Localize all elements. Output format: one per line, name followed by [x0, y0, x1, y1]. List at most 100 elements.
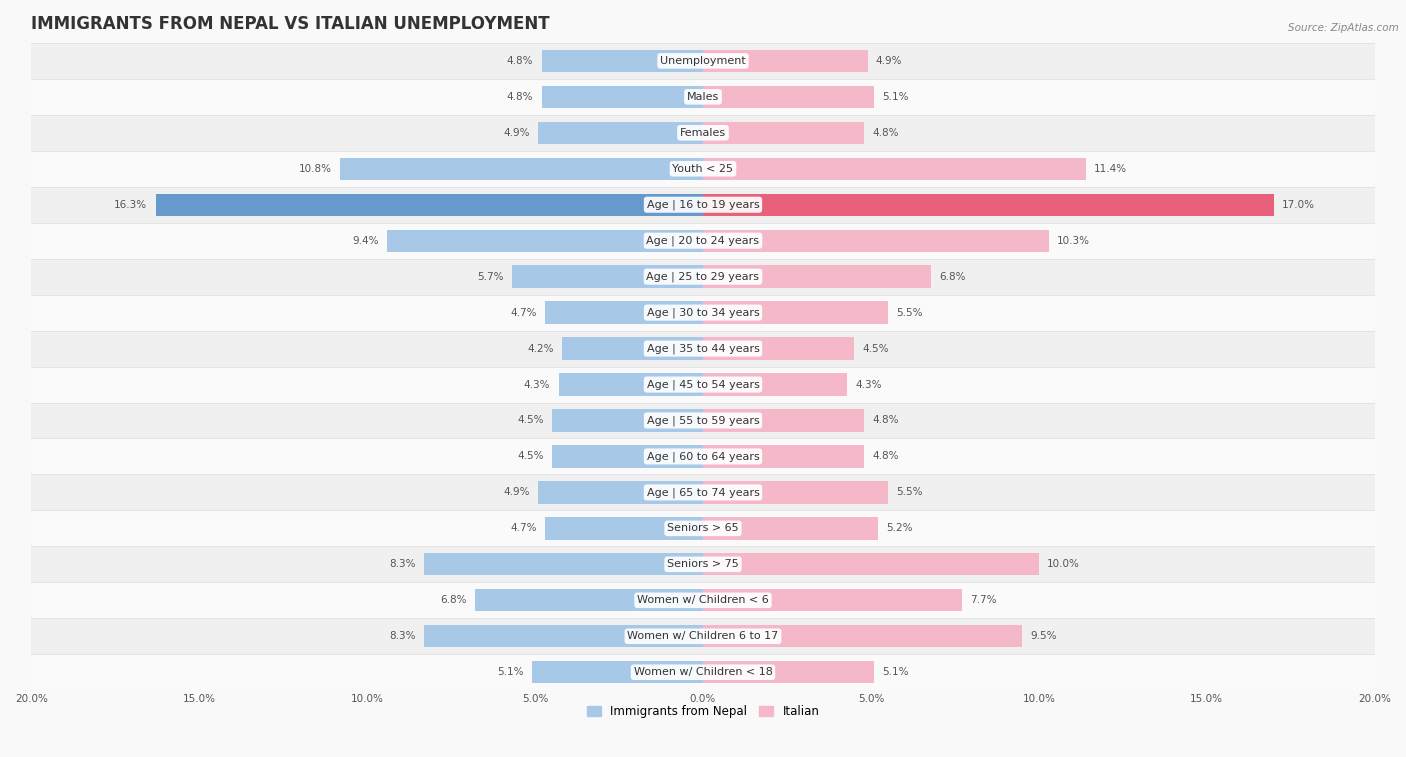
Bar — [31, 618, 1375, 654]
Bar — [388, 229, 703, 252]
Bar — [31, 151, 1375, 187]
Text: Age | 65 to 74 years: Age | 65 to 74 years — [647, 488, 759, 497]
Bar — [703, 373, 848, 396]
Bar — [31, 582, 1375, 618]
Bar — [425, 625, 703, 647]
Text: 10.3%: 10.3% — [1057, 235, 1090, 246]
Bar — [512, 266, 703, 288]
Bar — [538, 122, 703, 144]
Bar — [703, 338, 853, 360]
Bar — [703, 266, 931, 288]
Bar — [703, 410, 865, 431]
Bar — [31, 294, 1375, 331]
Bar — [703, 50, 868, 72]
Text: Youth < 25: Youth < 25 — [672, 164, 734, 174]
Text: 4.8%: 4.8% — [873, 128, 898, 138]
Text: 4.3%: 4.3% — [523, 379, 550, 390]
Bar — [703, 517, 877, 540]
Bar — [31, 403, 1375, 438]
Bar — [31, 259, 1375, 294]
Text: Age | 30 to 34 years: Age | 30 to 34 years — [647, 307, 759, 318]
Bar — [703, 445, 865, 468]
Bar — [703, 194, 1274, 216]
Bar — [31, 43, 1375, 79]
Bar — [553, 445, 703, 468]
Bar — [541, 50, 703, 72]
Text: IMMIGRANTS FROM NEPAL VS ITALIAN UNEMPLOYMENT: IMMIGRANTS FROM NEPAL VS ITALIAN UNEMPLO… — [31, 15, 550, 33]
Text: Age | 55 to 59 years: Age | 55 to 59 years — [647, 416, 759, 425]
Bar — [703, 301, 887, 324]
Bar — [703, 589, 962, 612]
Text: Age | 20 to 24 years: Age | 20 to 24 years — [647, 235, 759, 246]
Text: 5.5%: 5.5% — [896, 488, 922, 497]
Text: Women w/ Children < 6: Women w/ Children < 6 — [637, 595, 769, 606]
Bar — [562, 338, 703, 360]
Text: 4.8%: 4.8% — [873, 451, 898, 462]
Text: 5.7%: 5.7% — [477, 272, 503, 282]
Bar — [538, 481, 703, 503]
Text: 4.9%: 4.9% — [876, 56, 903, 66]
Text: 8.3%: 8.3% — [389, 559, 416, 569]
Text: 5.1%: 5.1% — [883, 92, 910, 102]
Text: Age | 45 to 54 years: Age | 45 to 54 years — [647, 379, 759, 390]
Text: 16.3%: 16.3% — [114, 200, 148, 210]
Text: 7.7%: 7.7% — [970, 595, 997, 606]
Text: Seniors > 65: Seniors > 65 — [668, 523, 738, 534]
Text: Age | 16 to 19 years: Age | 16 to 19 years — [647, 200, 759, 210]
Text: 5.1%: 5.1% — [496, 667, 523, 678]
Bar — [31, 510, 1375, 547]
Bar — [553, 410, 703, 431]
Text: 5.2%: 5.2% — [886, 523, 912, 534]
Text: 4.8%: 4.8% — [508, 92, 533, 102]
Bar — [558, 373, 703, 396]
Bar — [31, 366, 1375, 403]
Text: 17.0%: 17.0% — [1282, 200, 1315, 210]
Text: 8.3%: 8.3% — [389, 631, 416, 641]
Bar — [546, 301, 703, 324]
Text: 4.2%: 4.2% — [527, 344, 554, 354]
Text: 4.5%: 4.5% — [862, 344, 889, 354]
Bar — [31, 115, 1375, 151]
Bar — [156, 194, 703, 216]
Bar — [531, 661, 703, 684]
Text: Women w/ Children < 18: Women w/ Children < 18 — [634, 667, 772, 678]
Text: Age | 25 to 29 years: Age | 25 to 29 years — [647, 272, 759, 282]
Text: 6.8%: 6.8% — [440, 595, 467, 606]
Text: 4.5%: 4.5% — [517, 451, 544, 462]
Text: 10.0%: 10.0% — [1047, 559, 1080, 569]
Legend: Immigrants from Nepal, Italian: Immigrants from Nepal, Italian — [582, 701, 824, 723]
Text: Females: Females — [681, 128, 725, 138]
Text: 4.9%: 4.9% — [503, 488, 530, 497]
Text: Women w/ Children 6 to 17: Women w/ Children 6 to 17 — [627, 631, 779, 641]
Text: 5.5%: 5.5% — [896, 307, 922, 318]
Text: Age | 60 to 64 years: Age | 60 to 64 years — [647, 451, 759, 462]
Text: 11.4%: 11.4% — [1094, 164, 1128, 174]
Text: Seniors > 75: Seniors > 75 — [666, 559, 740, 569]
Bar — [546, 517, 703, 540]
Bar — [31, 79, 1375, 115]
Text: Source: ZipAtlas.com: Source: ZipAtlas.com — [1288, 23, 1399, 33]
Bar — [31, 475, 1375, 510]
Text: 9.4%: 9.4% — [353, 235, 380, 246]
Text: Unemployment: Unemployment — [661, 56, 745, 66]
Text: 4.8%: 4.8% — [873, 416, 898, 425]
Text: 4.9%: 4.9% — [503, 128, 530, 138]
Text: 5.1%: 5.1% — [883, 667, 910, 678]
Bar — [703, 481, 887, 503]
Bar — [703, 625, 1022, 647]
Bar — [31, 223, 1375, 259]
Bar — [541, 86, 703, 108]
Bar — [31, 547, 1375, 582]
Text: 4.8%: 4.8% — [508, 56, 533, 66]
Bar — [703, 157, 1085, 180]
Text: 10.8%: 10.8% — [299, 164, 332, 174]
Text: 4.5%: 4.5% — [517, 416, 544, 425]
Bar — [703, 553, 1039, 575]
Bar — [475, 589, 703, 612]
Bar — [31, 438, 1375, 475]
Bar — [31, 654, 1375, 690]
Text: 6.8%: 6.8% — [939, 272, 966, 282]
Text: 4.7%: 4.7% — [510, 307, 537, 318]
Bar — [31, 331, 1375, 366]
Bar — [703, 122, 865, 144]
